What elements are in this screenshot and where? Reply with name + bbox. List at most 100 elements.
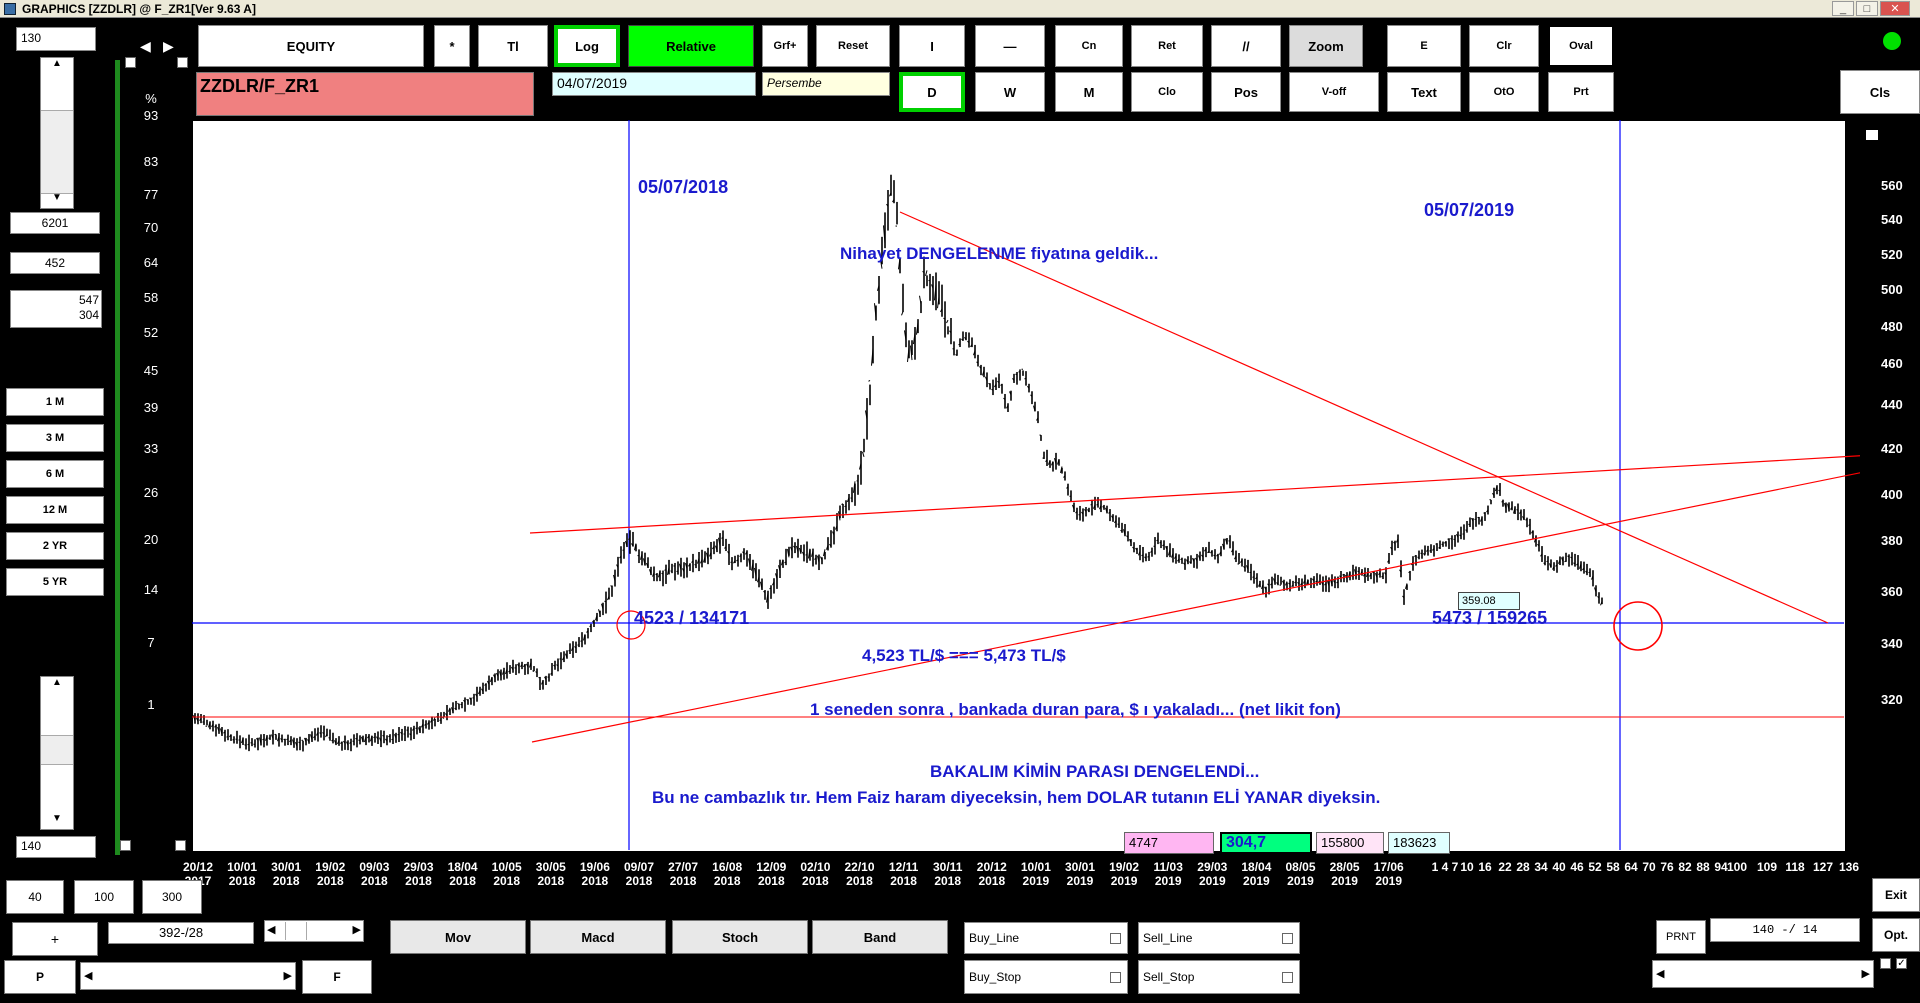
macd-button[interactable]: Macd [530, 920, 666, 954]
right-axis-label: 520 [1881, 247, 1903, 262]
clr-button[interactable]: Clr [1469, 25, 1539, 67]
horizontal-scrollbar[interactable]: ◀ ▶ [80, 962, 296, 990]
monthly-button[interactable]: M [1055, 72, 1123, 112]
arrow-right-icon[interactable]: ▶ [1861, 968, 1870, 980]
sell-line-option[interactable]: Sell_Line [1138, 922, 1300, 954]
candle-tick [1135, 547, 1138, 551]
price-chart[interactable] [192, 120, 1860, 860]
arrow-right-icon[interactable]: ▶ [352, 924, 361, 936]
field-b[interactable]: 452 [10, 252, 100, 274]
double-slash-button[interactable]: // [1211, 25, 1281, 67]
zoom-300-button[interactable]: 300 [142, 880, 202, 914]
period-button[interactable]: 2 YR [6, 532, 104, 560]
mov-button[interactable]: Mov [390, 920, 526, 954]
daily-button[interactable]: D [899, 72, 965, 112]
cls-button[interactable]: Cls [1840, 70, 1920, 114]
zoom-button[interactable]: Zoom [1289, 25, 1363, 67]
opt-button[interactable]: Opt. [1872, 918, 1920, 952]
arrow-left-icon[interactable]: ◀ [267, 924, 276, 936]
x-axis-year: 2018 [625, 874, 653, 888]
f-button[interactable]: F [302, 960, 372, 994]
date-field[interactable]: 04/07/2019 [552, 72, 756, 96]
field-a[interactable]: 6201 [10, 212, 100, 234]
candle-tick [1159, 541, 1162, 544]
prnt-button[interactable]: PRNT [1656, 920, 1706, 954]
candle-tick [1171, 553, 1174, 558]
grf-plus-button[interactable]: Grf+ [762, 25, 808, 67]
weekly-button[interactable]: W [975, 72, 1045, 112]
zoom-100-button[interactable]: 100 [74, 880, 134, 914]
buy-line-option[interactable]: Buy_Line [964, 922, 1128, 954]
arrow-right-icon[interactable]: ▶ [283, 970, 292, 982]
equity-button[interactable]: EQUITY [198, 25, 424, 67]
scroll-down-icon[interactable]: ▼ [52, 192, 62, 203]
option-checkbox-2[interactable]: ✓ [1896, 958, 1907, 969]
minimize-button[interactable]: _ [1832, 1, 1854, 16]
prt-button[interactable]: Prt [1548, 72, 1614, 112]
scroll-thumb[interactable] [41, 110, 73, 194]
option-checkbox-1[interactable] [1880, 958, 1891, 969]
sell-line-checkbox[interactable] [1282, 933, 1293, 944]
small-scrollbar[interactable]: ◀ ▶ [264, 920, 364, 942]
arrow-left-icon[interactable]: ◀ [84, 970, 93, 982]
buy-line-checkbox[interactable] [1110, 933, 1121, 944]
maximize-button[interactable]: □ [1856, 1, 1878, 16]
right-horizontal-scrollbar[interactable]: ◀ ▶ [1652, 960, 1874, 988]
ret-button[interactable]: Ret [1131, 25, 1203, 67]
buy-stop-option[interactable]: Buy_Stop [964, 960, 1128, 994]
frame-checkbox-tl[interactable] [125, 57, 136, 68]
period-button[interactable]: 12 M [6, 496, 104, 524]
info-box-3: 155800 [1316, 832, 1384, 854]
frame-checkbox-br[interactable] [175, 840, 186, 851]
reset-button[interactable]: Reset [816, 25, 890, 67]
arrow-left-icon[interactable]: ◀ [1656, 968, 1665, 980]
x-axis-label: 08/05 2019 [1279, 860, 1323, 888]
candle-tick [574, 646, 577, 649]
log-button[interactable]: Log [554, 25, 620, 67]
p-button[interactable]: P [4, 960, 76, 994]
scroll-thumb[interactable] [41, 735, 73, 765]
bottom-vertical-scrollbar[interactable]: ▲ ▼ [40, 676, 74, 830]
scroll-down-icon[interactable]: ▼ [52, 813, 62, 824]
frame-checkbox-tr[interactable] [177, 57, 188, 68]
i-button[interactable]: I [899, 25, 965, 67]
candle-tick [1276, 582, 1279, 585]
oval-button[interactable]: Oval [1548, 25, 1614, 67]
x-axis-date: 30/11 [933, 860, 963, 874]
buy-stop-checkbox[interactable] [1110, 972, 1121, 983]
text-button[interactable]: Text [1387, 72, 1461, 112]
period-button[interactable]: 3 M [6, 424, 104, 452]
top-vertical-scrollbar[interactable]: ▲ ▼ [40, 57, 74, 209]
scroll-up-icon[interactable]: ▲ [52, 677, 62, 688]
bottom-value-field[interactable]: 140 [16, 836, 96, 858]
oto-button[interactable]: OtO [1469, 72, 1539, 112]
clo-button[interactable]: Clo [1131, 72, 1203, 112]
period-button[interactable]: 5 YR [6, 568, 104, 596]
ti-button[interactable]: Tl [478, 25, 548, 67]
period-button[interactable]: 1 M [6, 388, 104, 416]
sell-stop-checkbox[interactable] [1282, 972, 1293, 983]
period-button[interactable]: 6 M [6, 460, 104, 488]
candle-tick [1375, 572, 1378, 578]
candle-tick [1087, 509, 1090, 513]
cn-button[interactable]: Cn [1055, 25, 1123, 67]
frame-checkbox-bl[interactable] [120, 840, 131, 851]
sell-stop-option[interactable]: Sell_Stop [1138, 960, 1300, 994]
scroll-up-icon[interactable]: ▲ [52, 58, 62, 69]
plus-button[interactable]: + [12, 922, 98, 956]
star-button[interactable]: * [434, 25, 470, 67]
arrow-left-icon[interactable]: ◀ [140, 38, 151, 54]
dash-button[interactable]: — [975, 25, 1045, 67]
e-button[interactable]: E [1387, 25, 1461, 67]
relative-button[interactable]: Relative [628, 25, 754, 67]
scroll-thumb[interactable] [285, 922, 307, 940]
top-value-field[interactable]: 130 [16, 27, 96, 51]
zoom-40-button[interactable]: 40 [6, 880, 64, 914]
close-button[interactable]: ✕ [1880, 1, 1910, 16]
voff-button[interactable]: V-off [1289, 72, 1379, 112]
stoch-button[interactable]: Stoch [672, 920, 808, 954]
band-button[interactable]: Band [812, 920, 948, 954]
arrow-right-icon[interactable]: ▶ [163, 38, 174, 54]
pos-button[interactable]: Pos [1211, 72, 1281, 112]
exit-button[interactable]: Exit [1872, 878, 1920, 912]
